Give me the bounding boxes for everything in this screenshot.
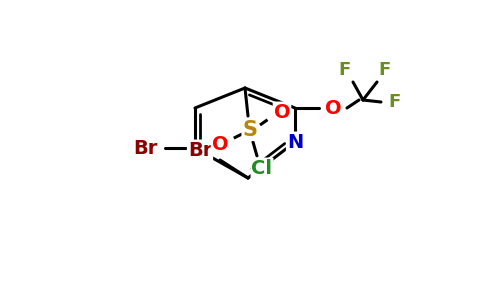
Text: O: O xyxy=(212,136,228,154)
Text: Br: Br xyxy=(133,139,157,158)
Text: N: N xyxy=(287,133,303,152)
Text: F: F xyxy=(339,61,351,79)
Text: S: S xyxy=(242,120,257,140)
Text: F: F xyxy=(389,93,401,111)
Text: O: O xyxy=(325,98,341,118)
Text: Br: Br xyxy=(188,140,212,160)
Text: Cl: Cl xyxy=(252,158,272,178)
Text: O: O xyxy=(273,103,290,122)
Text: F: F xyxy=(379,61,391,79)
